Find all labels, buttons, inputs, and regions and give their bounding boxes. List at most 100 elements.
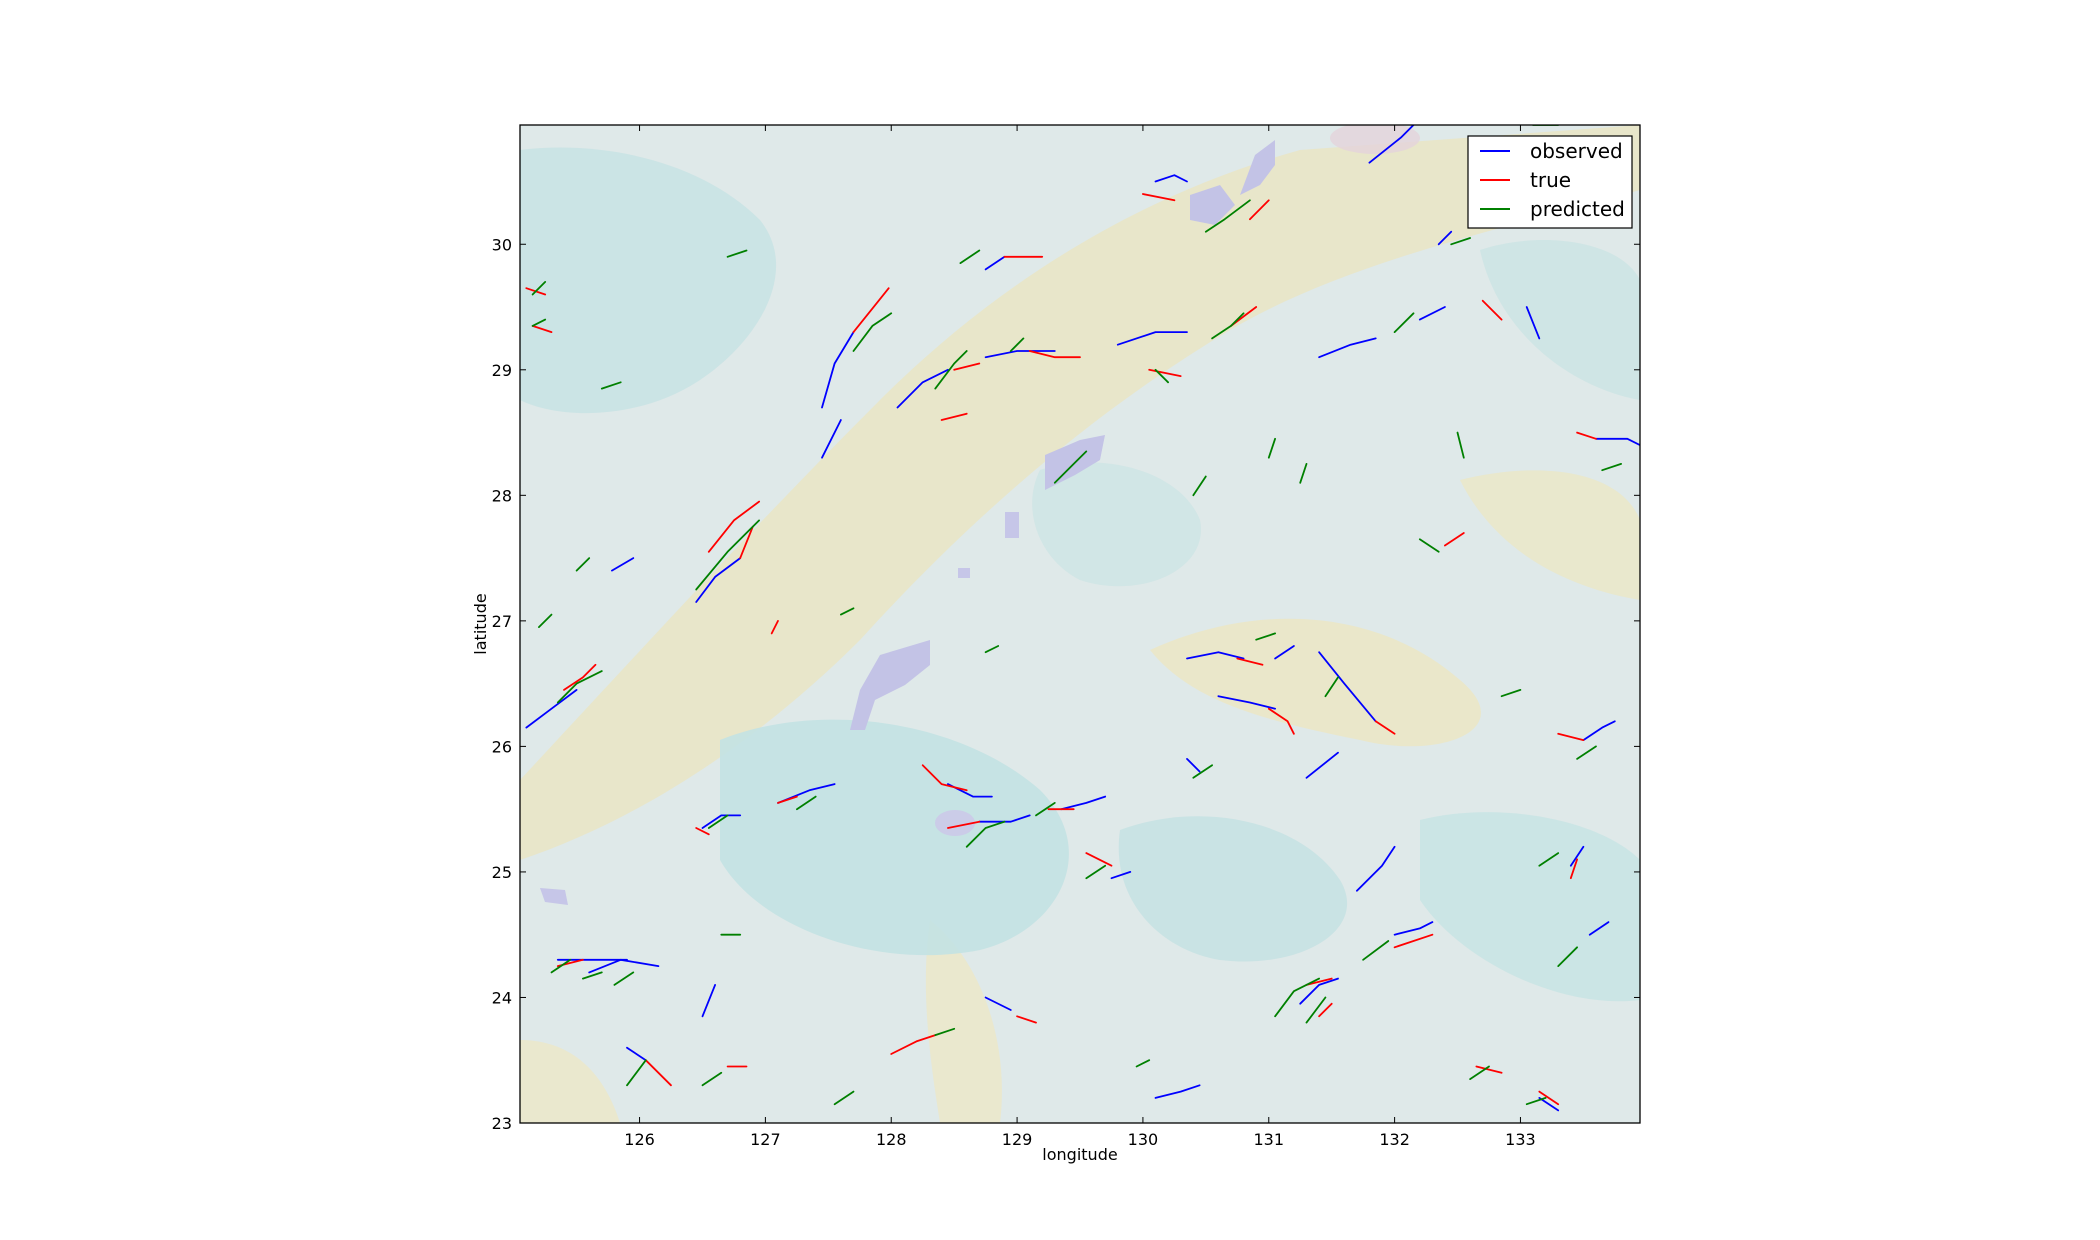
predicted-track	[965, 820, 1006, 848]
y-tick-label: 28	[492, 486, 512, 505]
predicted-track	[1267, 437, 1276, 459]
true-track	[1305, 977, 1333, 986]
predicted-track	[613, 971, 635, 986]
predicted-track	[1255, 632, 1276, 641]
predicted-track	[600, 381, 622, 390]
x-axis: 126 127 128 129 130 131 132 133	[624, 125, 1536, 1149]
observed-track	[984, 996, 1012, 1011]
predicted-track	[1192, 475, 1207, 497]
predicted-track	[1009, 337, 1025, 352]
field-patch-cyan	[1420, 812, 1640, 1002]
track-lines	[525, 125, 1640, 1112]
observed-track	[1186, 758, 1201, 773]
y-axis: 23 24 25 26 27 28 29 30	[492, 235, 1640, 1133]
field-band-yellow	[1460, 470, 1640, 600]
observed-track	[1368, 125, 1415, 164]
y-tick-label: 23	[492, 1114, 512, 1133]
observed-track	[1116, 331, 1188, 346]
observed-track	[1154, 174, 1188, 183]
predicted-track	[1324, 676, 1339, 698]
plot-area	[519, 124, 1641, 1124]
predicted-track	[959, 249, 981, 265]
predicted-track	[1418, 538, 1440, 553]
true-track	[1142, 193, 1176, 202]
field-patch-cyan	[720, 719, 1069, 956]
predicted-track	[934, 350, 968, 390]
legend-label-true: true	[1530, 168, 1571, 192]
predicted-track	[852, 312, 893, 352]
true-track	[940, 412, 968, 421]
observed-track	[695, 557, 742, 603]
true-track	[695, 827, 710, 836]
observed-track	[626, 1046, 647, 1062]
predicted-track	[1576, 745, 1597, 760]
predicted-track	[1192, 764, 1213, 779]
predicted-track	[1135, 1059, 1151, 1068]
field-band-yellow	[520, 125, 1640, 860]
y-tick-label: 25	[492, 863, 512, 882]
true-track	[890, 1034, 937, 1055]
field-patch-cyan	[1032, 462, 1201, 587]
predicted-track	[556, 670, 603, 704]
x-tick-label: 129	[1002, 1130, 1033, 1149]
field-patch-cyan	[1118, 816, 1348, 962]
observed-track	[1356, 845, 1396, 892]
observed-track	[1418, 306, 1446, 321]
true-track	[852, 287, 890, 334]
observed-track	[1569, 845, 1585, 867]
predicted-track	[1456, 431, 1465, 459]
predicted-track	[1469, 1065, 1490, 1080]
observed-track	[1110, 871, 1132, 880]
true-track	[953, 362, 981, 371]
predicted-track	[1450, 237, 1471, 246]
predicted-track	[1305, 996, 1327, 1024]
predicted-track	[1500, 689, 1522, 698]
predicted-track	[1085, 864, 1107, 880]
observed-track	[1318, 651, 1377, 723]
x-tick-label: 133	[1505, 1130, 1536, 1149]
field-patch-cyan	[1480, 240, 1640, 400]
predicted-track	[582, 971, 603, 980]
x-tick-label: 130	[1128, 1130, 1159, 1149]
field-block-lavender	[1190, 185, 1235, 225]
true-track	[707, 500, 760, 553]
y-tick-label: 27	[492, 612, 512, 631]
y-axis-title: latitude	[471, 593, 490, 654]
predicted-track	[550, 958, 572, 974]
predicted-track	[1274, 977, 1320, 1018]
true-track	[1557, 732, 1585, 741]
observed-track	[1595, 437, 1640, 447]
predicted-track	[575, 557, 591, 572]
predicted-track	[1299, 462, 1308, 484]
observed-track	[1582, 720, 1616, 741]
x-tick-label: 127	[750, 1130, 781, 1149]
true-track	[770, 620, 779, 635]
observed-track	[525, 689, 578, 729]
predicted-track	[833, 1090, 855, 1106]
true-track	[1318, 1002, 1333, 1018]
observed-track	[1217, 695, 1276, 710]
predicted-track	[1211, 312, 1245, 340]
true-track	[739, 525, 754, 559]
predicted-track	[1538, 852, 1560, 867]
true-track	[777, 795, 798, 804]
predicted-track	[1053, 450, 1088, 484]
legend: observed true predicted	[1467, 135, 1633, 229]
true-track	[947, 820, 981, 829]
observed-track	[1299, 977, 1339, 1005]
predicted-track	[726, 249, 748, 258]
observed-track	[1186, 651, 1245, 660]
field-block-lavender	[850, 640, 930, 730]
y-tick-label: 24	[492, 988, 512, 1007]
field-block-lavender	[1240, 140, 1275, 195]
predicted-track	[1362, 940, 1390, 961]
x-axis-title: longitude	[1042, 1145, 1117, 1164]
true-track	[1085, 852, 1113, 867]
true-track	[1538, 1090, 1560, 1106]
observed-track	[1274, 645, 1295, 660]
field-patch-cyan	[520, 147, 777, 414]
observed-track	[984, 255, 1006, 271]
predicted-track	[984, 645, 1000, 654]
predicted-track	[1154, 368, 1169, 384]
legend-label-predicted: predicted	[1530, 197, 1625, 221]
